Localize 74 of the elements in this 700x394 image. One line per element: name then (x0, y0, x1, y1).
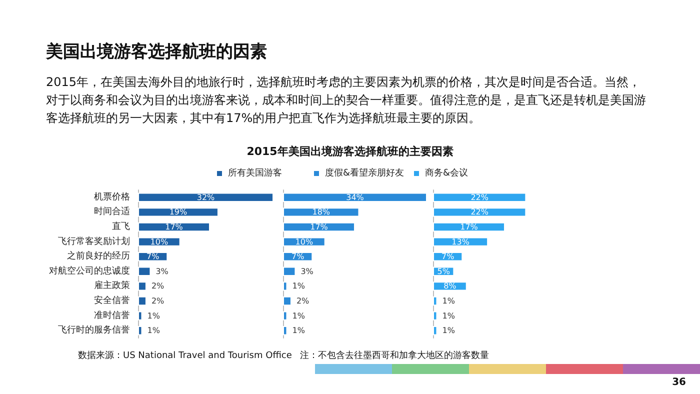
data-label: 1% (292, 326, 306, 336)
data-label: 10% (150, 237, 168, 246)
data-label: 22% (470, 208, 489, 217)
bar (283, 296, 292, 306)
data-label: 8% (444, 282, 457, 291)
bar (433, 326, 438, 336)
data-label: 1% (442, 311, 456, 320)
y-tick-label: 直飞 (112, 221, 130, 232)
text: 2015年，在美国去海外目的地旅行时，选择航班时考虑的主要因素为机票的价格，其次是时间是否合适。当然，对于以商务和会议为目的出境游客来说，成本和时间上的契合一样重要。值得注意的是，是直飞还是转机是美国游客选择航班的另一大因素，其中有17%的用户把直飞作为选择航班最主要的原因。 (46, 74, 646, 127)
bar (433, 208, 526, 217)
y-tick-label: 之前良好的经历 (67, 250, 130, 262)
legend-label: 商务&会议 (425, 168, 468, 178)
data-label: 2% (296, 296, 310, 306)
bar (138, 192, 274, 202)
data-label: 22% (470, 192, 489, 202)
data-label: 1% (147, 326, 160, 336)
data-label: 7% (146, 252, 160, 262)
y-tick-label: 安全信誉 (94, 295, 130, 306)
data-label: 19% (169, 208, 188, 217)
data-label: 10% (295, 237, 314, 246)
text: 美国出境游客选择航班的因素 (46, 41, 267, 63)
data-label: 1% (442, 326, 456, 336)
data-label: 13% (452, 237, 470, 246)
bar (433, 311, 438, 320)
data-label: 17% (460, 222, 478, 232)
bar (283, 266, 296, 276)
y-tick-label: 准时信誉 (94, 310, 130, 321)
bar (433, 222, 505, 232)
bar (138, 266, 151, 276)
data-label: 1% (147, 311, 160, 320)
data-label: 34% (346, 192, 364, 202)
y-tick-label: 机票价格 (94, 191, 130, 202)
bar (433, 296, 438, 306)
text: 注：不包含去往墨西哥和加拿大地区的游客数量 (300, 350, 489, 362)
data-label: 2% (151, 282, 165, 291)
data-label: 3% (300, 266, 314, 276)
data-label: 3% (156, 266, 169, 276)
bar (283, 311, 288, 320)
source-note: 数据来源：US National Travel and Tourism Office (78, 350, 292, 362)
bar (138, 296, 146, 306)
bar (138, 222, 210, 232)
bar (138, 282, 146, 291)
bar (283, 326, 288, 336)
y-tick-label: 飞行时的服务信誉 (58, 324, 130, 336)
data-label: 1% (292, 282, 306, 291)
bar (283, 208, 360, 217)
legend-label: 所有美国游客 (228, 168, 282, 178)
bar (138, 237, 180, 246)
text: 2015年美国出境游客选择航班的主要因素 (246, 144, 454, 159)
y-tick-label: 雇主政策 (94, 280, 130, 292)
data-label: 7% (291, 252, 305, 262)
data-label: 5% (437, 266, 450, 276)
data-label: 17% (165, 222, 184, 232)
bar (433, 237, 488, 246)
bar (138, 208, 218, 217)
data-label: 1% (442, 296, 456, 306)
data-label: 1% (292, 311, 306, 320)
y-tick-label: 时间合适 (94, 206, 130, 218)
data-label: 32% (196, 192, 216, 202)
data-label: 18% (312, 208, 330, 217)
bar (283, 282, 288, 291)
data-label: 17% (310, 222, 328, 232)
bar (283, 222, 355, 232)
data-label: 2% (151, 296, 165, 306)
bar (138, 311, 142, 320)
bar (433, 192, 526, 202)
y-tick-label: 对航空公司的忠诚度 (49, 265, 130, 276)
data-label: 7% (441, 252, 455, 262)
bar (283, 237, 326, 246)
y-tick-label: 飞行常客奖励计划 (58, 236, 130, 247)
text: 36 (672, 377, 686, 388)
legend-label: 度假&看望亲朋好友 (325, 168, 404, 178)
bar (138, 326, 142, 336)
bar (283, 192, 427, 202)
